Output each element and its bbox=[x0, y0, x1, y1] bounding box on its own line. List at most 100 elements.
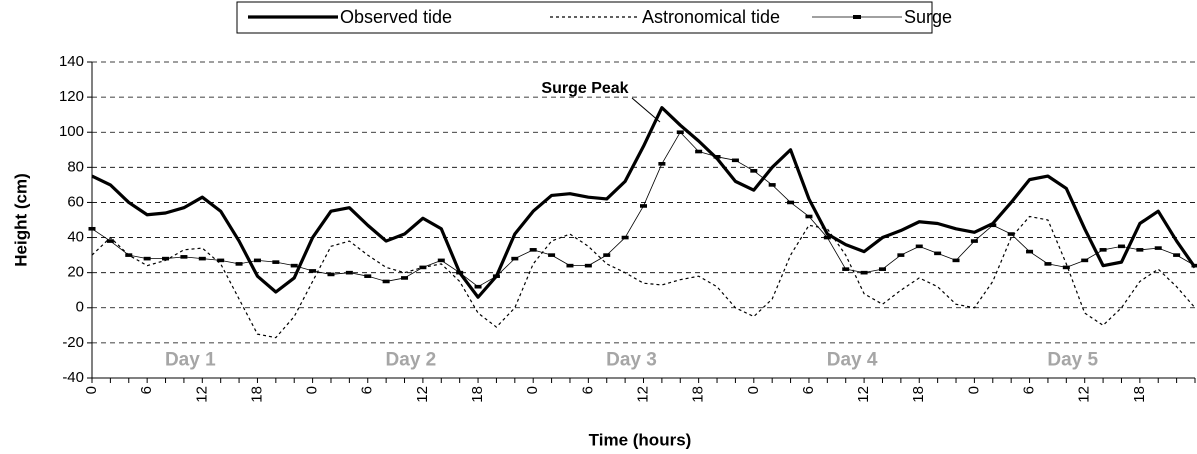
series-marker bbox=[1191, 263, 1197, 268]
day-label: Day 5 bbox=[1047, 349, 1098, 370]
series-marker bbox=[180, 255, 188, 259]
annotation: Surge Peak bbox=[541, 80, 628, 97]
series-marker bbox=[989, 223, 997, 228]
legend-label: Astronomical tide bbox=[642, 7, 780, 27]
series-marker bbox=[860, 270, 868, 275]
y-tick-label: 0 bbox=[76, 299, 84, 316]
series-marker bbox=[750, 169, 758, 173]
x-tick-label: 6 bbox=[138, 386, 155, 394]
x-tick-label: 18 bbox=[248, 386, 265, 403]
x-tick-label: 18 bbox=[910, 386, 927, 403]
series-marker bbox=[548, 253, 556, 257]
x-tick-label: 0 bbox=[745, 386, 762, 394]
series-marker bbox=[566, 263, 574, 268]
y-tick-label: 80 bbox=[67, 158, 84, 175]
series-marker bbox=[640, 204, 647, 208]
y-tick-label: 120 bbox=[59, 88, 84, 105]
series-marker bbox=[915, 244, 923, 249]
series-line bbox=[91, 106, 1197, 299]
series-marker bbox=[805, 214, 813, 219]
series-line bbox=[91, 131, 1196, 288]
series-marker bbox=[162, 256, 170, 261]
series-marker bbox=[934, 251, 942, 256]
series-marker bbox=[529, 248, 537, 252]
series-marker bbox=[364, 274, 372, 278]
x-tick-label: 0 bbox=[524, 386, 541, 394]
series-marker bbox=[88, 226, 96, 231]
series-line bbox=[91, 215, 1196, 339]
series-marker bbox=[106, 239, 114, 243]
x-tick-label: 12 bbox=[634, 386, 651, 403]
series-marker bbox=[1062, 265, 1070, 270]
x-tick-label: 6 bbox=[359, 386, 376, 394]
series-marker bbox=[419, 265, 427, 270]
series-marker bbox=[1136, 248, 1144, 252]
series-marker bbox=[143, 256, 151, 261]
y-tick-label: 100 bbox=[59, 123, 84, 140]
series-marker bbox=[235, 262, 243, 266]
x-tick-label: 18 bbox=[690, 386, 707, 403]
x-tick-label: 6 bbox=[1021, 386, 1038, 394]
x-tick-label: 12 bbox=[414, 386, 431, 403]
day-label: Day 1 bbox=[165, 349, 216, 370]
y-tick-label: 140 bbox=[59, 53, 84, 70]
legend-label: Surge bbox=[904, 7, 952, 27]
series-marker bbox=[125, 253, 133, 257]
series-marker bbox=[1117, 244, 1125, 249]
series-marker bbox=[621, 235, 629, 240]
x-tick-label: 6 bbox=[579, 386, 596, 394]
y-tick-label: -40 bbox=[62, 369, 84, 386]
y-tick-label: -20 bbox=[62, 334, 84, 351]
series-marker bbox=[713, 155, 721, 159]
series-marker bbox=[345, 270, 353, 275]
x-tick-label: 12 bbox=[855, 386, 872, 403]
series-marker bbox=[511, 256, 519, 261]
legend-box bbox=[236, 1, 933, 34]
x-tick-label: 0 bbox=[965, 386, 982, 394]
x-tick-label: 12 bbox=[193, 386, 210, 403]
legend-marker bbox=[853, 15, 861, 19]
y-axis-label: Height (cm) bbox=[11, 173, 30, 267]
series-marker bbox=[1099, 248, 1107, 252]
series-marker bbox=[474, 284, 482, 289]
series-marker bbox=[603, 253, 611, 257]
series-marker bbox=[456, 270, 464, 275]
series-marker bbox=[290, 263, 298, 268]
x-tick-label: 12 bbox=[1076, 386, 1093, 403]
y-tick-label: 20 bbox=[67, 264, 84, 281]
y-tick-label: 40 bbox=[67, 229, 84, 246]
legend-label: Observed tide bbox=[340, 7, 452, 27]
series-marker bbox=[327, 272, 335, 277]
series-marker bbox=[658, 162, 666, 166]
x-tick-label: 0 bbox=[83, 386, 100, 394]
series-marker bbox=[842, 267, 850, 271]
series-marker bbox=[584, 263, 592, 268]
series-marker bbox=[437, 258, 445, 263]
series-marker bbox=[897, 253, 905, 257]
series-marker bbox=[1173, 253, 1181, 257]
x-tick-label: 18 bbox=[469, 386, 486, 403]
y-tick-label: 60 bbox=[67, 193, 84, 210]
x-tick-label: 18 bbox=[1131, 386, 1148, 403]
series-marker bbox=[823, 235, 831, 240]
series-marker bbox=[952, 258, 960, 263]
series-marker bbox=[768, 183, 776, 187]
series-marker bbox=[731, 158, 739, 163]
series-marker bbox=[1081, 258, 1089, 263]
series-marker bbox=[1026, 249, 1034, 254]
series-marker bbox=[1044, 262, 1052, 266]
series-marker bbox=[253, 258, 261, 263]
day-label: Day 4 bbox=[827, 349, 878, 370]
series-marker bbox=[401, 276, 409, 280]
series-marker bbox=[878, 267, 886, 271]
series-marker bbox=[1007, 232, 1015, 236]
series-marker bbox=[1154, 246, 1162, 250]
series-marker bbox=[492, 274, 500, 278]
series-marker bbox=[309, 269, 317, 273]
x-axis-label: Time (hours) bbox=[589, 430, 692, 449]
series-marker bbox=[970, 239, 978, 243]
day-label: Day 2 bbox=[386, 349, 437, 370]
series-marker bbox=[676, 130, 684, 135]
series-marker bbox=[272, 260, 280, 264]
